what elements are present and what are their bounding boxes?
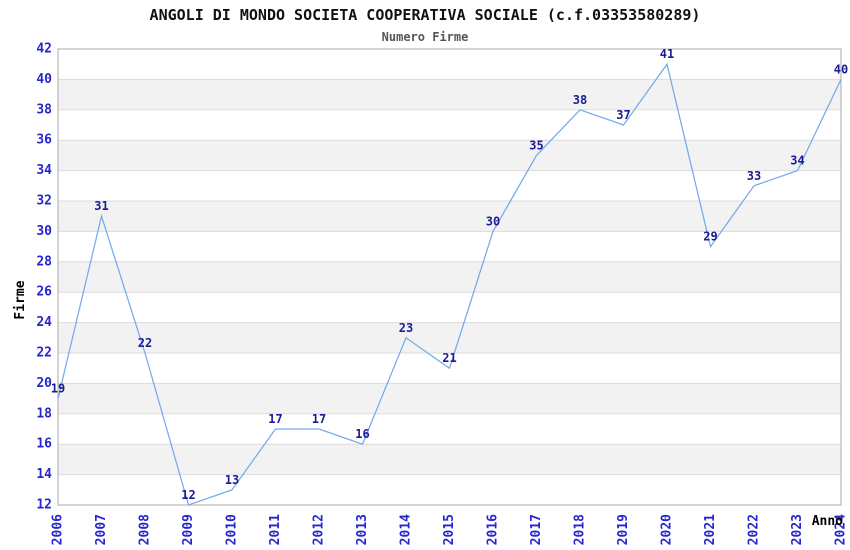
y-tick-label: 20 [36,376,52,391]
data-label: 34 [790,154,804,168]
plot-band [58,231,841,262]
y-axis-label: Firme [13,280,28,319]
x-tick-label: 2020 [660,514,675,545]
x-axis-label: Anno [812,514,843,529]
data-label: 30 [486,214,500,228]
plot-band [58,201,841,232]
y-tick-label: 38 [36,102,52,117]
plot-band [58,140,841,171]
x-tick-label: 2023 [790,514,805,545]
y-tick-label: 32 [36,194,52,209]
chart-title: ANGOLI DI MONDO SOCIETA COOPERATIVA SOCI… [149,6,701,24]
data-label: 19 [51,382,65,396]
data-labels: 19 31 22 12 13 17 17 16 23 21 30 35 38 37 41 29 33 34 40 [51,47,848,502]
x-tick-label: 2007 [94,514,109,545]
x-tick-label: 2012 [312,514,327,545]
data-label: 31 [94,199,108,213]
x-tick-label: 2010 [225,514,240,545]
x-tick-label: 2021 [703,514,718,545]
data-label: 35 [529,138,543,152]
x-tick-label: 2009 [181,514,196,545]
data-label: 29 [703,230,717,244]
y-tick-label: 18 [36,406,52,421]
y-axis-ticks: 42 40 38 36 34 32 30 28 26 24 22 20 18 16 14 12 [36,42,52,513]
plot-band [58,383,841,414]
y-tick-label: 36 [36,133,52,148]
x-tick-label: 2008 [138,514,153,545]
x-tick-label: 2018 [573,514,588,545]
y-tick-label: 14 [36,467,52,482]
plot-gridlines [58,78,841,476]
data-label: 21 [442,351,456,365]
x-tick-label: 2015 [442,514,457,545]
data-label: 16 [355,427,369,441]
x-tick-label: 2006 [51,514,66,545]
plot-band [58,322,841,353]
data-label: 13 [225,473,239,487]
data-label: 23 [399,321,413,335]
chart-subtitle: Numero Firme [381,30,469,44]
x-axis-ticks: 2006 2007 2008 2009 2010 2011 2012 2013 2014 2015… [51,514,849,545]
plot-band [58,170,841,201]
plot-band [58,444,841,475]
data-label: 40 [834,62,848,76]
plot-band [58,109,841,141]
plot-border [57,48,842,506]
data-label: 12 [181,488,195,502]
y-tick-label: 30 [36,224,52,239]
plot-band [58,79,841,110]
data-label: 37 [616,108,630,122]
y-tick-label: 40 [36,72,52,87]
data-label: 33 [747,169,761,183]
x-tick-label: 2019 [616,514,631,545]
plot-band [58,413,841,445]
y-tick-label: 28 [36,254,52,269]
data-line [57,62,842,506]
y-tick-label: 22 [36,346,52,361]
plot-band [58,474,841,505]
data-label: 17 [268,412,282,426]
plot-bands [58,49,841,505]
y-tick-label: 24 [36,315,52,330]
y-tick-label: 26 [36,285,52,300]
data-label: 22 [138,336,152,350]
x-tick-label: 2017 [529,514,544,545]
y-tick-label: 34 [36,163,52,178]
data-label: 17 [312,412,326,426]
x-tick-label: 2011 [268,514,283,545]
x-tick-label: 2014 [399,514,414,545]
x-tick-label: 2022 [747,514,762,545]
y-tick-label: 16 [36,437,52,452]
x-tick-label: 2013 [355,514,370,545]
plot-band [58,49,841,80]
data-label: 38 [573,93,587,107]
x-tick-label: 2024 [834,514,849,545]
plot-band [58,261,841,293]
plot-band [58,292,841,323]
data-label: 41 [660,47,674,61]
y-tick-label: 12 [36,498,52,513]
y-tick-label: 42 [36,42,52,57]
x-tick-label: 2016 [486,514,501,545]
